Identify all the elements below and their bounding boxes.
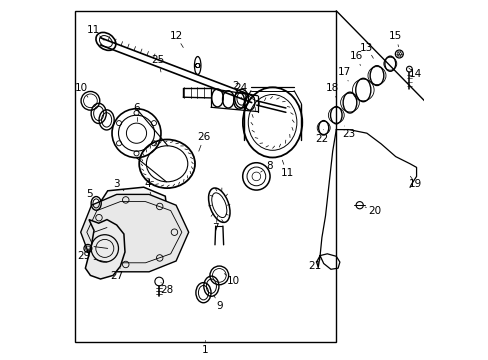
Text: 11: 11 [280, 168, 293, 178]
Text: 1: 1 [201, 345, 208, 355]
Text: 14: 14 [408, 69, 421, 79]
Text: 19: 19 [408, 179, 421, 189]
Polygon shape [85, 220, 125, 279]
Text: 29: 29 [77, 251, 90, 261]
Text: 18: 18 [325, 83, 339, 93]
Text: 12: 12 [169, 31, 183, 41]
Text: 13: 13 [360, 42, 373, 53]
Text: 3: 3 [113, 179, 120, 189]
Text: 10: 10 [75, 83, 88, 93]
Text: 7: 7 [211, 222, 218, 233]
Text: 9: 9 [216, 301, 222, 311]
Text: 5: 5 [86, 189, 93, 199]
Text: 6: 6 [133, 103, 140, 113]
Text: 17: 17 [337, 67, 350, 77]
Text: 21: 21 [307, 261, 321, 271]
Polygon shape [89, 187, 167, 234]
Text: 11: 11 [86, 24, 100, 35]
Text: 22: 22 [315, 134, 328, 144]
Text: 8: 8 [266, 161, 272, 171]
Text: 23: 23 [342, 129, 355, 139]
Text: 10: 10 [226, 276, 240, 286]
Text: 20: 20 [367, 206, 381, 216]
Text: 27: 27 [110, 271, 123, 282]
Text: 28: 28 [160, 285, 173, 295]
Text: 25: 25 [151, 55, 164, 66]
Polygon shape [81, 194, 188, 272]
Bar [75, 11, 336, 342]
Text: 16: 16 [349, 51, 363, 61]
Text: 15: 15 [388, 31, 402, 41]
Text: 24: 24 [234, 83, 247, 93]
Text: 2: 2 [232, 81, 238, 91]
Text: 26: 26 [197, 132, 210, 142]
Text: 4: 4 [143, 179, 150, 189]
